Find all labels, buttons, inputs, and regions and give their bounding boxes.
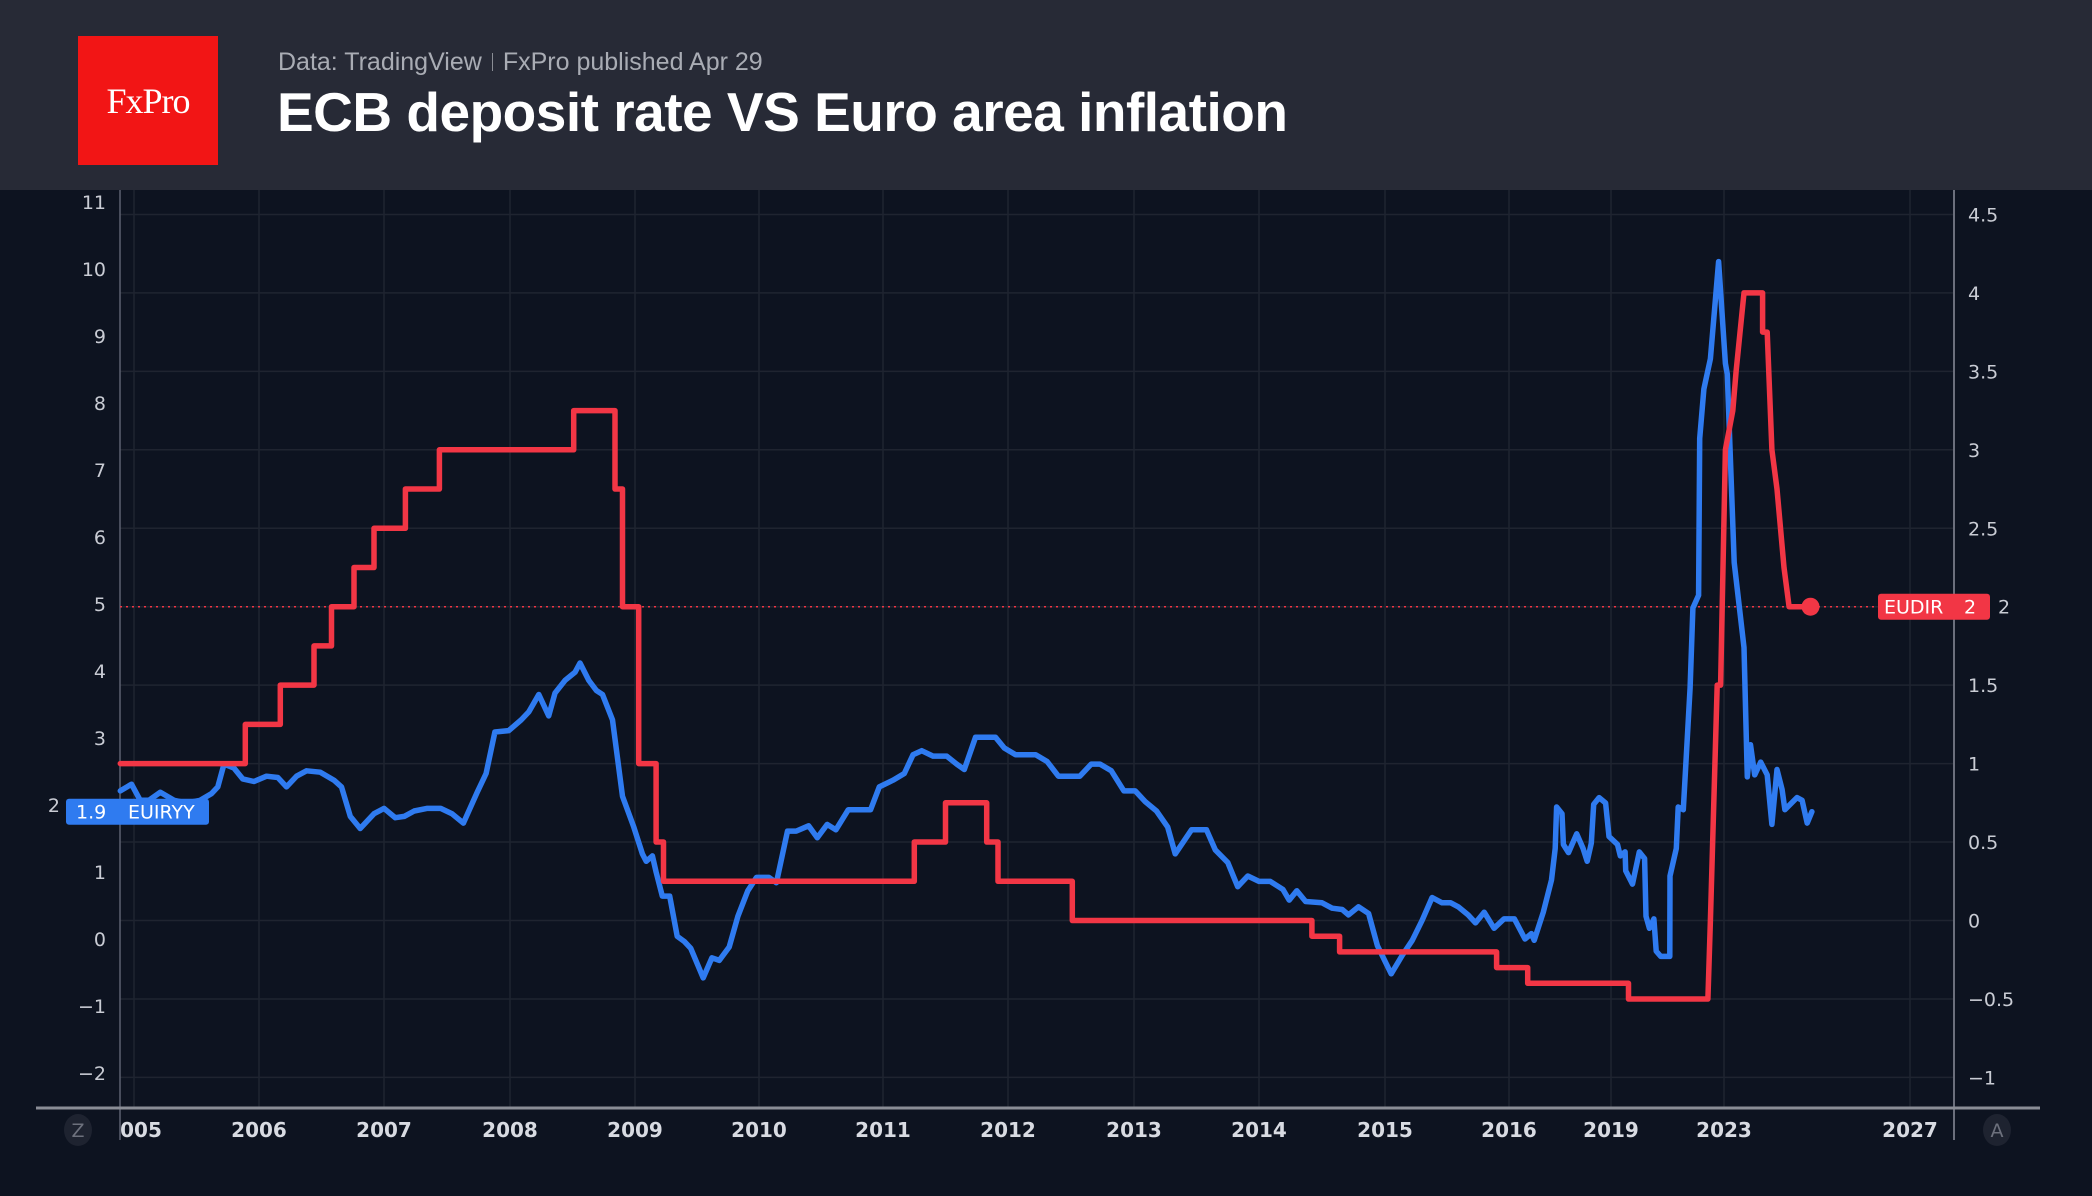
x-axis-tick-label: 2009 (607, 1118, 663, 1142)
auto-scale-button-label[interactable]: A (1991, 1120, 2004, 1142)
right-axis-tick-label: −1 (1968, 1067, 1996, 1089)
right-axis-tick-label: 2.5 (1968, 518, 1998, 540)
euiryy-tag-value: 1.9 (76, 802, 106, 824)
eudir-tag-value: 2 (1964, 597, 1976, 619)
right-axis-tick-label: 1.5 (1968, 675, 1998, 697)
fxpro-logo: FxPro (78, 36, 218, 165)
eudir-tag (1878, 593, 1990, 620)
right-axis-tick-label: 2 (1998, 597, 2010, 619)
subtitle: Data: TradingView FxPro published Apr 29 (278, 48, 763, 77)
left-axis-tick-label: 7 (94, 460, 106, 482)
euiryy-tag-name: EUIRYY (128, 802, 195, 824)
x-axis-tick-label: 2023 (1696, 1118, 1752, 1142)
left-axis-tick-label: 3 (94, 728, 106, 750)
left-axis-tick-label: −2 (78, 1063, 106, 1085)
left-axis-tick-label: −1 (78, 996, 106, 1018)
page-title: ECB deposit rate VS Euro area inflation (277, 81, 1288, 143)
euiryy-tag (66, 798, 209, 825)
auto-scale-button[interactable] (1983, 1114, 2011, 1146)
left-axis-tick-label: 6 (94, 527, 106, 549)
left-axis-tick-label: 4 (94, 661, 106, 683)
left-axis-tick-label: 11 (82, 192, 106, 214)
left-axis-tick-label: 9 (94, 326, 106, 348)
right-axis-tick-label: 0.5 (1968, 832, 1998, 854)
x-axis-tick-label: 2011 (855, 1118, 911, 1142)
series-line-euiryy[interactable] (117, 258, 1815, 981)
right-axis-tick-label: 3 (1968, 440, 1980, 462)
eudir-tag-name: EUDIR (1884, 597, 1943, 619)
x-axis-tick-label: 2006 (231, 1118, 287, 1142)
x-axis-tick-label: 2019 (1583, 1118, 1639, 1142)
right-axis-tick-label: 0 (1968, 911, 1980, 933)
right-axis-tick-label: 4.5 (1968, 204, 1998, 226)
right-axis-tick-label: 4 (1968, 283, 1980, 305)
x-axis-tick-label: 2012 (980, 1118, 1036, 1142)
x-axis-tick-label: 2008 (482, 1118, 538, 1142)
left-axis-tick-label: 10 (82, 259, 106, 281)
x-axis-tick-label: 2014 (1231, 1118, 1287, 1142)
chart-header: FxPro Data: TradingView FxPro published A… (0, 0, 2092, 190)
x-axis-tick-label: 2015 (1357, 1118, 1413, 1142)
data-source: Data: TradingView (278, 48, 482, 76)
x-axis-tick-label: 2016 (1481, 1118, 1537, 1142)
right-axis-tick-label: 3.5 (1968, 361, 1998, 383)
x-axis-tick-label: 2010 (731, 1118, 787, 1142)
zoom-toggle-button[interactable] (64, 1114, 92, 1146)
left-axis-tick-label: 8 (94, 393, 106, 415)
right-axis-tick-label: 1 (1968, 754, 1980, 776)
x-axis-tick-label: 2027 (1882, 1118, 1938, 1142)
series-line-eudir[interactable] (117, 290, 1814, 1002)
logo-text: FxPro (106, 80, 190, 121)
x-axis-tick-label: 2007 (356, 1118, 412, 1142)
x-axis-tick-label: 005 (120, 1118, 162, 1142)
right-axis-tick-label: −0.5 (1968, 989, 2014, 1011)
separator (491, 53, 493, 71)
x-axis-tick-label: 2013 (1106, 1118, 1162, 1142)
left-axis-tick-label: 5 (94, 594, 106, 616)
published-date: FxPro published Apr 29 (502, 48, 763, 76)
zoom-toggle-button-label[interactable]: Z (71, 1120, 84, 1142)
last-point-marker (1801, 597, 1820, 616)
left-axis-tick-label: 0 (94, 929, 106, 951)
left-axis-tick-label: 2 (48, 795, 60, 817)
left-axis-tick-label: 1 (94, 862, 106, 884)
